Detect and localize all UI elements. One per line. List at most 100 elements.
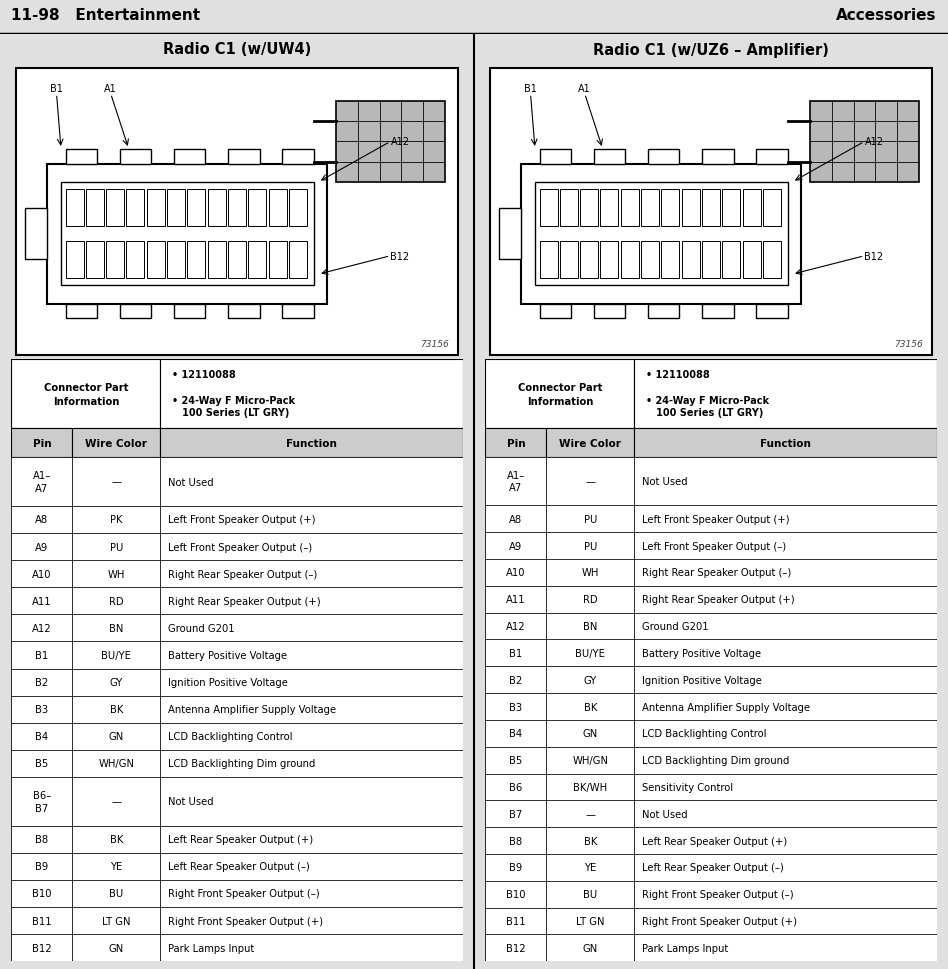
Bar xyxy=(757,304,788,319)
Text: B4: B4 xyxy=(35,732,48,741)
Bar xyxy=(593,304,626,319)
Bar xyxy=(228,149,260,165)
Text: GY: GY xyxy=(110,677,123,687)
Text: Connector Part
Information: Connector Part Information xyxy=(44,382,128,406)
Text: YE: YE xyxy=(584,862,596,872)
Bar xyxy=(65,190,83,227)
Bar xyxy=(160,587,463,614)
Bar xyxy=(702,149,734,165)
Bar xyxy=(546,828,634,854)
Text: B2: B2 xyxy=(509,675,522,685)
Bar xyxy=(634,747,937,774)
Text: A1: A1 xyxy=(104,84,117,94)
Bar xyxy=(72,723,160,750)
Bar xyxy=(546,908,634,934)
Bar xyxy=(811,102,919,183)
Text: B4: B4 xyxy=(509,729,522,738)
Bar xyxy=(173,304,206,319)
Bar xyxy=(546,747,634,774)
Bar xyxy=(634,720,937,747)
Text: LCD Backlighting Dim ground: LCD Backlighting Dim ground xyxy=(169,759,316,768)
Text: —: — xyxy=(585,809,595,819)
Bar xyxy=(634,429,937,457)
Text: BK: BK xyxy=(110,704,123,714)
Text: GN: GN xyxy=(109,732,124,741)
Text: • 24-Way F Micro-Pack
   100 Series (LT GRY): • 24-Way F Micro-Pack 100 Series (LT GRY… xyxy=(172,395,295,418)
Bar xyxy=(160,614,463,641)
Text: Right Rear Speaker Output (–): Right Rear Speaker Output (–) xyxy=(169,569,318,579)
Text: Battery Positive Voltage: Battery Positive Voltage xyxy=(643,648,761,658)
Bar xyxy=(11,880,72,907)
Text: • 12110088: • 12110088 xyxy=(172,370,235,380)
Bar xyxy=(11,561,72,587)
Bar xyxy=(757,149,788,165)
Bar xyxy=(160,507,463,534)
Bar xyxy=(539,241,557,279)
Text: A10: A10 xyxy=(32,569,51,579)
Bar xyxy=(160,880,463,907)
Bar xyxy=(593,149,626,165)
Bar xyxy=(546,694,634,720)
Bar xyxy=(147,241,165,279)
Bar xyxy=(546,559,634,586)
Text: B7: B7 xyxy=(509,809,522,819)
Text: B1: B1 xyxy=(509,648,522,658)
Bar xyxy=(86,190,104,227)
Bar xyxy=(722,190,740,227)
Text: —: — xyxy=(111,797,121,806)
Text: Left Front Speaker Output (+): Left Front Speaker Output (+) xyxy=(643,515,790,524)
Bar xyxy=(72,587,160,614)
Bar xyxy=(248,241,266,279)
Text: —: — xyxy=(111,477,121,487)
Text: Left Front Speaker Output (–): Left Front Speaker Output (–) xyxy=(643,541,787,551)
Bar xyxy=(546,934,634,961)
Bar xyxy=(634,559,937,586)
Text: BU/YE: BU/YE xyxy=(575,648,605,658)
Bar xyxy=(11,934,72,961)
Bar xyxy=(167,241,185,279)
Text: A12: A12 xyxy=(391,138,410,147)
Bar xyxy=(546,457,634,506)
Bar xyxy=(119,149,152,165)
Bar xyxy=(546,774,634,800)
Bar xyxy=(65,241,83,279)
Text: Left Rear Speaker Output (+): Left Rear Speaker Output (+) xyxy=(643,835,788,846)
Bar xyxy=(634,506,937,533)
Bar xyxy=(160,669,463,696)
Bar xyxy=(11,907,72,934)
Text: GN: GN xyxy=(583,729,598,738)
Text: Left Front Speaker Output (–): Left Front Speaker Output (–) xyxy=(169,542,313,552)
Text: BK: BK xyxy=(584,835,597,846)
Bar xyxy=(86,241,104,279)
Bar xyxy=(560,241,578,279)
Text: A12: A12 xyxy=(865,138,884,147)
Bar xyxy=(160,853,463,880)
Text: Battery Positive Voltage: Battery Positive Voltage xyxy=(169,650,287,660)
Bar xyxy=(11,587,72,614)
Bar xyxy=(61,183,314,286)
Text: GN: GN xyxy=(583,943,598,953)
Bar xyxy=(702,190,720,227)
Bar xyxy=(485,908,546,934)
Bar xyxy=(72,880,160,907)
Bar xyxy=(539,149,571,165)
Text: WH/GN: WH/GN xyxy=(99,759,135,768)
Text: Right Front Speaker Output (–): Right Front Speaker Output (–) xyxy=(169,889,320,898)
Bar xyxy=(634,800,937,828)
Text: B10: B10 xyxy=(506,890,525,899)
Bar xyxy=(539,190,557,227)
Text: BU: BU xyxy=(583,890,597,899)
Text: WH: WH xyxy=(582,568,599,578)
Text: Park Lamps Input: Park Lamps Input xyxy=(169,943,255,953)
Bar xyxy=(160,641,463,669)
Text: RD: RD xyxy=(109,596,123,607)
Bar xyxy=(485,586,546,613)
Text: Pin: Pin xyxy=(506,438,525,449)
Bar xyxy=(560,190,578,227)
Bar xyxy=(72,777,160,826)
Bar xyxy=(188,190,206,227)
Text: Ignition Positive Voltage: Ignition Positive Voltage xyxy=(643,675,762,685)
Text: • 24-Way F Micro-Pack
   100 Series (LT GRY): • 24-Way F Micro-Pack 100 Series (LT GRY… xyxy=(646,395,769,418)
Bar xyxy=(72,934,160,961)
Bar xyxy=(119,304,152,319)
